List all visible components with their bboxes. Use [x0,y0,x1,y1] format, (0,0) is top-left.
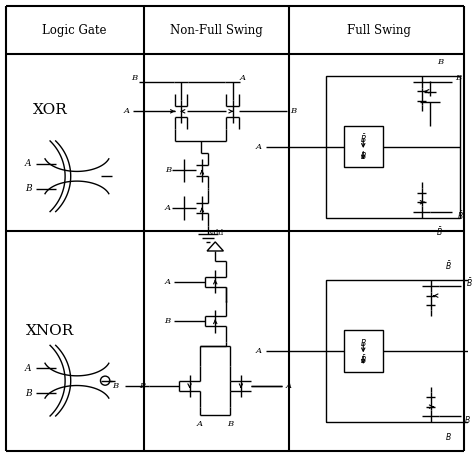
Text: A: A [164,278,170,286]
Text: A: A [256,143,262,151]
Text: B: B [131,74,137,82]
Text: $\bar{B}$: $\bar{B}$ [446,260,452,272]
Text: B: B [290,107,296,115]
Text: XNOR: XNOR [26,324,74,338]
Text: A: A [25,364,32,372]
Text: $B$: $B$ [464,414,470,425]
Text: B: B [164,318,171,325]
Text: B: B [437,58,443,66]
Text: B: B [138,382,145,390]
Text: $\bar{B}$: $\bar{B}$ [360,353,366,366]
Text: $B$: $B$ [360,337,366,348]
Text: XOR: XOR [33,103,68,117]
Text: $B$: $B$ [360,149,366,160]
Text: Logic Gate: Logic Gate [42,24,106,37]
Text: Vdd: Vdd [208,229,223,237]
Bar [344,126,383,167]
Text: A: A [256,347,262,355]
Text: $\bar{B}$: $\bar{B}$ [457,209,464,222]
Bar [326,76,460,218]
Text: A: A [197,420,203,428]
Text: B: B [112,382,118,390]
Text: B: B [165,166,171,175]
Text: $\bar{B}$: $\bar{B}$ [360,132,366,145]
Text: A: A [25,159,32,168]
Text: B: B [455,74,461,82]
Bar [344,330,383,372]
Text: A: A [286,382,292,390]
Text: $\bar{B}$: $\bar{B}$ [466,276,473,289]
Text: B: B [25,184,32,193]
Text: Full Swing: Full Swing [346,24,410,37]
Text: $B$: $B$ [446,430,452,441]
Text: A: A [124,107,129,115]
Text: A: A [239,74,245,82]
Text: B: B [25,388,32,398]
Text: Non-Full Swing: Non-Full Swing [170,24,263,37]
Text: B: B [228,420,234,428]
Bar [326,280,474,422]
Text: $\bar{B}$: $\bar{B}$ [437,225,443,238]
Text: A: A [165,204,171,212]
